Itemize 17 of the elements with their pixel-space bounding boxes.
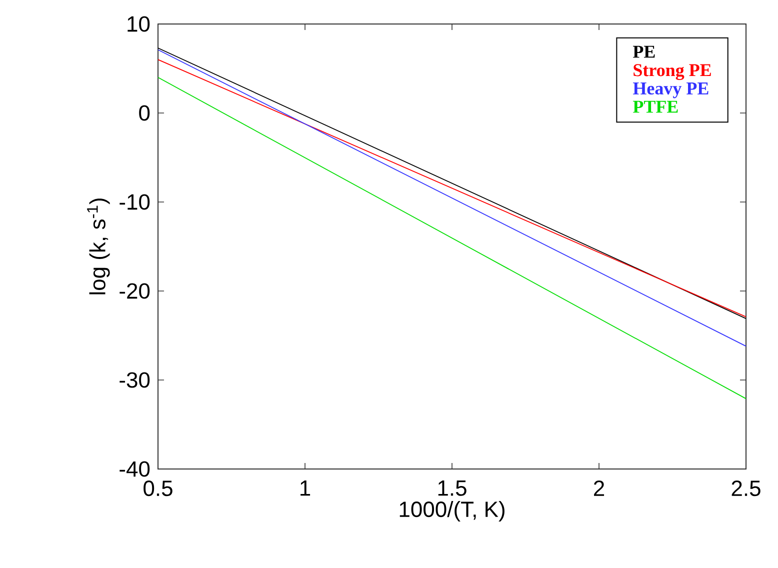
x-axis-title: 1000/(T, K)	[400, 500, 504, 522]
y-tick-label: 0	[139, 105, 150, 121]
x-tick-label: 1	[300, 480, 310, 496]
x-tick-label: 0.5	[144, 480, 172, 496]
x-tick-label: 1.5	[438, 480, 466, 496]
text: Strong PE	[634, 64, 711, 80]
y-tick-label: -40	[120, 461, 150, 477]
text: PTFE	[633, 100, 678, 113]
x-tick-label: 2.5	[732, 480, 760, 496]
y-tick-label: -30	[120, 372, 150, 388]
text: Heavy PE	[633, 82, 708, 98]
y-tick-label: -20	[120, 283, 150, 299]
y-axis-title: log (k, s$^{-1}$)	[87, 198, 110, 294]
y-tick-label: 10	[128, 16, 150, 32]
text: PE	[633, 46, 655, 58]
y-tick-label: -10	[120, 194, 150, 210]
x-tick-label: 2	[594, 480, 604, 496]
